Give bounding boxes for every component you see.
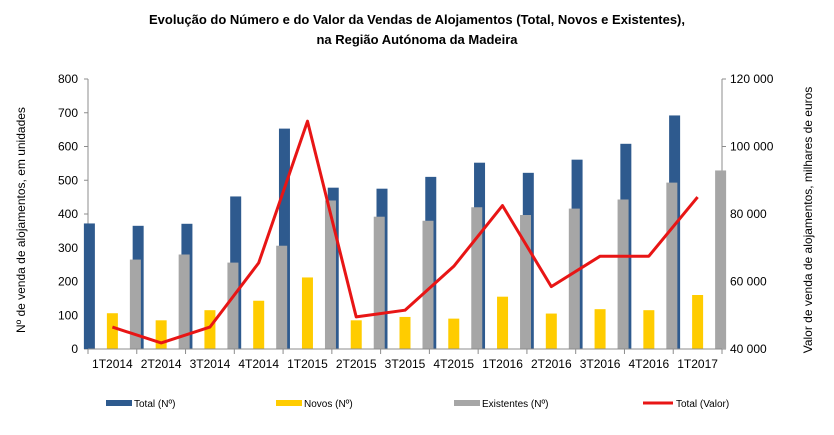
bar-1-6	[399, 316, 411, 349]
chart-title-line-2: na Região Autónoma da Madeira	[316, 32, 518, 47]
left-tick-label: 300	[58, 241, 78, 255]
left-tick-label: 800	[58, 72, 78, 86]
left-tick-label: 200	[58, 275, 78, 289]
x-tick-label: 1T2017	[677, 357, 718, 371]
bar-1-7	[448, 318, 460, 349]
bar-2-9	[568, 208, 580, 349]
bar-2-4	[324, 200, 336, 349]
legend: Total (Nº) Novos (Nº) Existentes (Nº) Total…	[106, 399, 729, 410]
bar-0-4	[278, 128, 290, 349]
line-series-group	[111, 119, 699, 345]
bar-2-6	[422, 220, 434, 349]
left-tick-label: 0	[71, 342, 78, 356]
bar-1-9	[545, 313, 557, 349]
right-tick-label: 40 000	[730, 342, 767, 356]
line-series-0	[111, 119, 699, 345]
legend-swatch	[106, 400, 132, 406]
legend-label: Total (Nº)	[134, 399, 175, 410]
left-tick-label: 700	[58, 106, 78, 120]
legend-swatch	[454, 400, 480, 406]
right-tick-label: 120 000	[730, 72, 774, 86]
x-tick-label: 3T2016	[580, 357, 621, 371]
bar-0-0	[83, 223, 95, 349]
right-y-axis: 40 000 60 000 80 000 100 000 120 000	[721, 72, 774, 356]
bar-1-0	[106, 313, 118, 349]
x-tick-label: 1T2015	[287, 357, 328, 371]
legend-label: Novos (Nº)	[304, 399, 353, 410]
x-tick-label: 1T2016	[482, 357, 523, 371]
left-tick-label: 100	[58, 308, 78, 322]
right-axis-title: Valor de venda de alojamentos, milhares …	[801, 87, 815, 354]
x-tick-label: 3T2014	[190, 357, 231, 371]
bar-2-7	[471, 207, 483, 349]
bar-1-8	[497, 296, 509, 349]
right-tick-label: 80 000	[730, 207, 767, 221]
bar-2-1	[178, 254, 190, 349]
right-tick-label: 100 000	[730, 140, 774, 154]
bar-1-12	[692, 295, 704, 349]
bar-2-12	[715, 170, 727, 349]
legend-label: Existentes (Nº)	[482, 399, 548, 410]
bar-1-3	[253, 300, 265, 349]
right-tick-label: 60 000	[730, 275, 767, 289]
bar-2-11	[666, 182, 678, 349]
bar-2-10	[617, 199, 629, 349]
left-tick-label: 500	[58, 173, 78, 187]
bar-1-11	[643, 310, 655, 349]
left-tick-label: 600	[58, 140, 78, 154]
bar-1-1	[155, 320, 167, 349]
legend-swatch	[276, 400, 302, 406]
x-tick-label: 2T2014	[141, 357, 182, 371]
left-tick-label: 400	[58, 207, 78, 221]
bar-1-4	[301, 277, 313, 349]
bar-2-5	[373, 216, 385, 349]
bar-1-2	[204, 310, 216, 349]
chart-title-line-1: Evolução do Número e do Valor da Vendas …	[149, 12, 685, 27]
x-tick-label: 4T2015	[433, 357, 474, 371]
bar-1-10	[594, 309, 606, 349]
left-y-axis: 0 100 200 300 400 500 600 700 800	[58, 72, 89, 356]
bar-2-3	[276, 245, 288, 349]
bar-2-8	[520, 215, 532, 349]
left-axis-title: Nº de venda de alojamentos, em unidades	[14, 107, 28, 333]
bar-1-5	[350, 320, 362, 349]
bar-2-0	[129, 259, 141, 349]
x-tick-label: 4T2014	[238, 357, 279, 371]
x-tick-label: 3T2015	[385, 357, 426, 371]
bar-series-group	[83, 115, 727, 349]
x-tick-label: 1T2014	[92, 357, 133, 371]
x-axis: 1T2014 2T2014 3T2014 4T2014 1T2015 2T2015 3T20…	[87, 348, 723, 371]
legend-label: Total (Valor)	[676, 399, 729, 410]
x-tick-label: 4T2016	[628, 357, 669, 371]
x-tick-label: 2T2015	[336, 357, 377, 371]
bar-2-2	[227, 262, 239, 349]
x-tick-label: 2T2016	[531, 357, 572, 371]
